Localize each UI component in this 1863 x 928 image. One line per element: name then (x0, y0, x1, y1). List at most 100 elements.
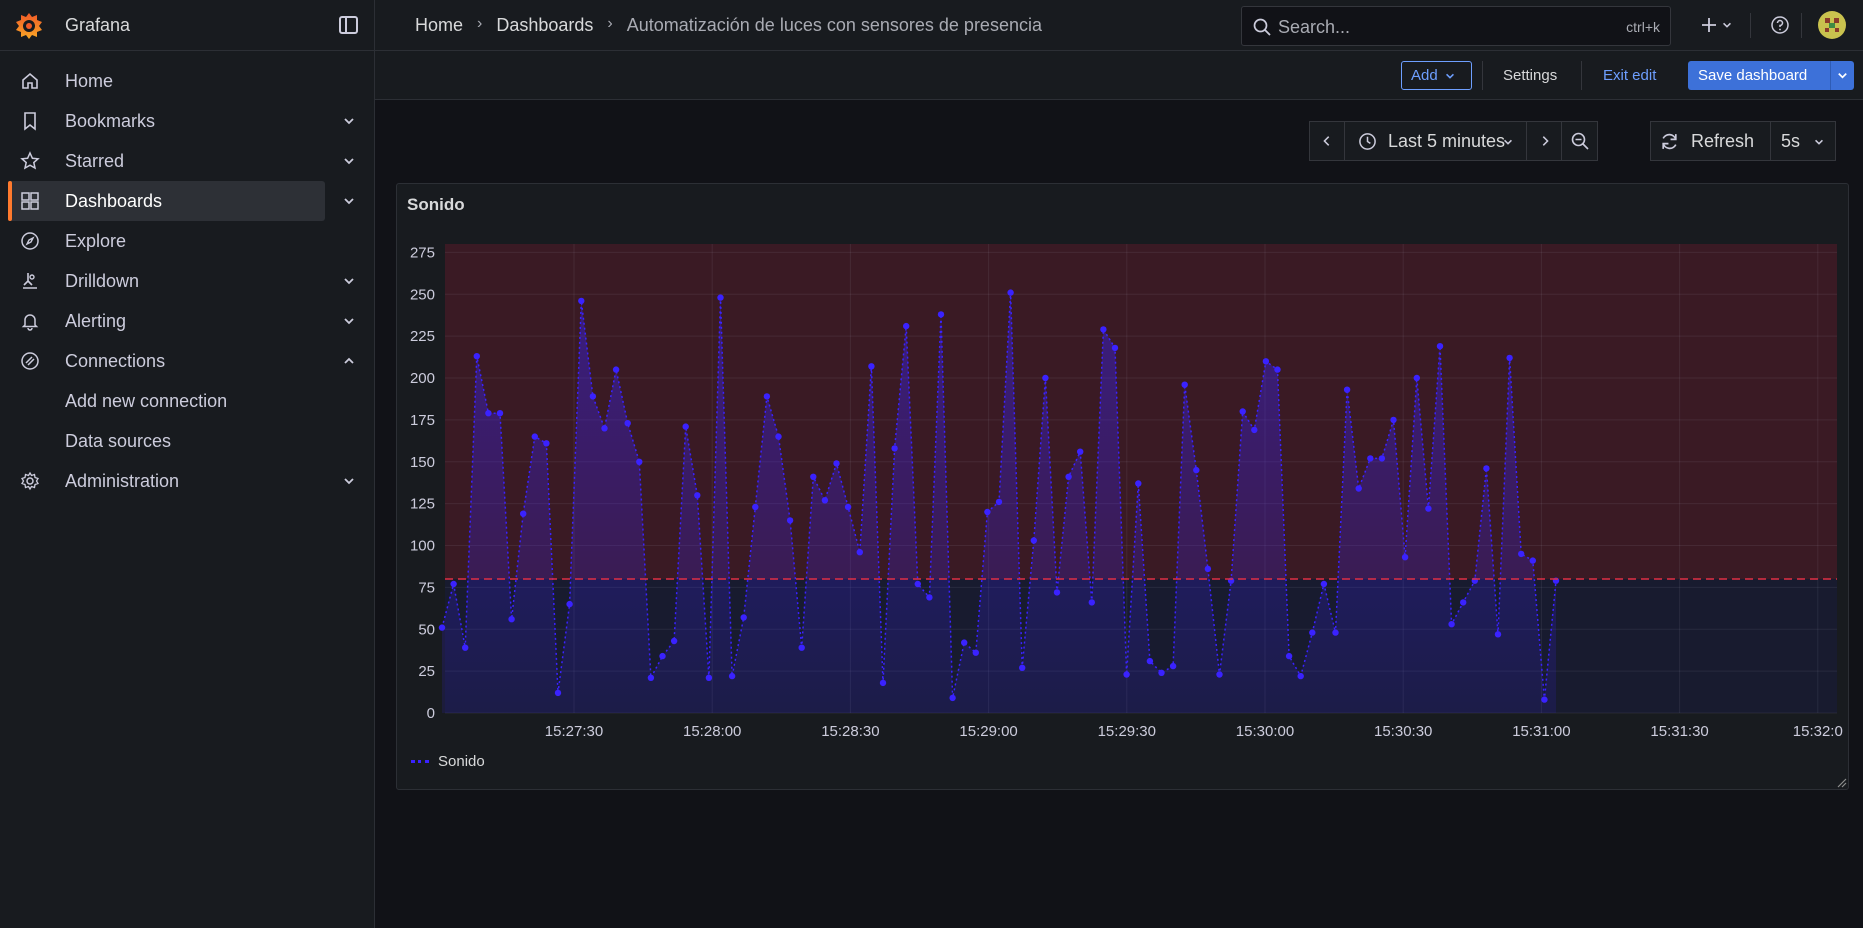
breadcrumb-home[interactable]: Home (415, 15, 464, 35)
sonido-chart: 0 25 50 75 100 125 150 175 200 225 250 275 15:27:30 1… (410, 244, 1843, 740)
chevron-down-icon[interactable] (342, 114, 356, 128)
data-point (508, 616, 515, 623)
search-icon (1253, 18, 1271, 36)
sidebar-item-data-sources[interactable]: Data sources (65, 431, 172, 451)
chevron-down-icon[interactable] (342, 194, 356, 208)
data-point (833, 460, 840, 467)
avatar[interactable] (1818, 11, 1846, 39)
search-input[interactable]: Search... ctrl+k (1241, 6, 1671, 46)
add-button[interactable]: Add (1401, 61, 1472, 90)
data-point (1100, 326, 1107, 333)
bell-icon (21, 314, 39, 331)
refresh-interval-value: 5s (1781, 131, 1801, 151)
brand-header: Grafana (0, 0, 374, 51)
zoom-out-button[interactable] (1561, 121, 1598, 161)
data-point (1169, 662, 1177, 670)
exit-edit-button[interactable]: Exit edit (1603, 67, 1657, 84)
save-dashboard-button[interactable]: Save dashboard (1688, 61, 1854, 90)
data-point (1146, 657, 1154, 665)
sidebar-item-dashboards[interactable]: Dashboards (8, 181, 325, 221)
sidebar-item-alerting[interactable]: Alerting (8, 301, 325, 341)
grafana-logo-icon[interactable] (14, 11, 44, 41)
y-tick-label: 175 (410, 412, 435, 429)
y-tick-label: 125 (410, 496, 435, 513)
chevron-down-icon[interactable] (1836, 69, 1849, 82)
chevron-down-icon[interactable] (1721, 19, 1733, 31)
legend[interactable]: Sonido (411, 753, 485, 770)
data-point (1436, 343, 1444, 350)
data-point (995, 498, 1003, 506)
y-tick-label: 75 (418, 579, 435, 596)
x-tick-label: 15:28:00 (683, 723, 741, 740)
refresh-button[interactable]: Refresh (1650, 121, 1771, 161)
chevron-down-icon[interactable] (342, 474, 356, 488)
chevron-left-icon (1323, 136, 1330, 146)
chevron-down-icon[interactable] (342, 274, 356, 288)
sidebar-item-explore[interactable]: Explore (8, 221, 325, 261)
y-tick-label: 200 (410, 370, 435, 387)
data-point (1135, 480, 1142, 487)
plus-icon[interactable] (1699, 15, 1719, 35)
sidebar: Grafana Home Bookmarks Starred Dashboard… (0, 0, 375, 928)
divider (1801, 13, 1802, 38)
y-tick-label: 25 (418, 663, 435, 680)
data-point (554, 689, 562, 697)
refresh-interval-picker[interactable]: 5s (1770, 121, 1836, 161)
panel-title[interactable]: Sonido (407, 195, 465, 214)
chevron-up-icon[interactable] (342, 354, 356, 368)
sidebar-item-label: Alerting (65, 311, 127, 331)
data-point (1019, 664, 1026, 671)
data-point (694, 492, 701, 499)
data-point (763, 393, 771, 400)
data-point (961, 639, 968, 646)
time-series-panel[interactable]: Sonido 0 25 50 75 100 125 150 175 200 225 250 275 15… (396, 183, 1849, 790)
data-point (438, 624, 446, 631)
sidebar-item-label: Explore (65, 231, 127, 251)
sidebar-item-drilldown[interactable]: Drilldown (8, 261, 325, 301)
data-point (1042, 374, 1049, 382)
data-point (1332, 629, 1339, 636)
sidebar-item-connections[interactable]: Connections (8, 341, 325, 381)
sidebar-item-starred[interactable]: Starred (8, 141, 325, 181)
home-icon (22, 72, 38, 89)
data-point (1390, 416, 1397, 424)
gear-icon (21, 471, 39, 491)
data-point (728, 672, 736, 680)
app-name: Grafana (65, 15, 131, 35)
sidebar-item-label: Home (65, 71, 114, 91)
data-point (868, 363, 875, 370)
sidebar-item-administration[interactable]: Administration (8, 461, 325, 501)
y-tick-label: 150 (410, 454, 435, 471)
x-tick-label: 15:28:30 (821, 723, 879, 740)
data-point (1494, 631, 1502, 638)
time-back-button[interactable] (1309, 121, 1345, 161)
settings-button[interactable]: Settings (1503, 67, 1558, 84)
resize-handle-icon[interactable] (1836, 777, 1847, 788)
data-point (659, 652, 666, 660)
data-point (612, 366, 620, 373)
time-forward-button[interactable] (1526, 121, 1562, 161)
chevron-down-icon[interactable] (342, 314, 356, 328)
dock-menu-icon[interactable] (339, 16, 358, 34)
data-point (670, 637, 678, 645)
data-point (531, 433, 538, 440)
search-placeholder: Search... (1278, 17, 1351, 37)
help-icon[interactable] (1770, 15, 1790, 35)
refresh-icon (1662, 133, 1677, 150)
time-range-picker[interactable]: Last 5 minutes (1344, 121, 1527, 161)
bookmark-icon (24, 112, 36, 131)
data-point (1483, 465, 1490, 472)
chevron-down-icon[interactable] (342, 154, 356, 168)
sidebar-item-home[interactable]: Home (8, 61, 325, 101)
data-point (1030, 537, 1037, 544)
data-point (1158, 669, 1165, 676)
sidebar-item-add-new-connection[interactable]: Add new connection (65, 391, 228, 411)
sidebar-item-label: Administration (65, 471, 180, 491)
data-point (496, 410, 504, 417)
data-point (821, 497, 829, 504)
data-point (1378, 455, 1386, 462)
x-tick-label: 15:29:30 (1098, 723, 1156, 740)
sidebar-item-bookmarks[interactable]: Bookmarks (8, 101, 325, 141)
sidebar-item-label: Drilldown (65, 271, 140, 291)
breadcrumb-dashboards[interactable]: Dashboards (496, 15, 594, 35)
